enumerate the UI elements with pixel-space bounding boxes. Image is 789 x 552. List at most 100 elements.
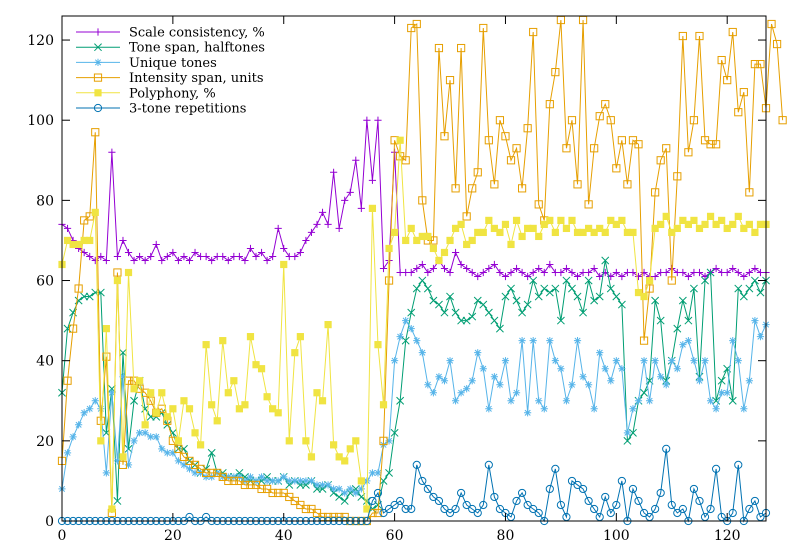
series-3-point-72 [457,389,465,397]
series-3-point-104 [634,397,643,405]
series-5-point-74 [468,236,476,245]
series-5-point-86 [535,232,543,241]
series-6-point-100 [612,500,621,510]
series-1-point-115 [695,268,704,277]
series-2-point-76 [479,300,488,309]
series-4-point-72 [457,43,466,53]
series-4-point-111 [673,172,682,181]
series-6-point-98 [601,492,610,502]
series-5-point-55 [363,505,371,513]
series-5-point-103 [629,228,637,237]
series-6-point-90 [556,500,565,510]
series-2-point-94 [579,308,588,317]
series-2-point-102 [623,436,632,445]
series-4-point-119 [717,55,726,65]
series-3-point-67 [429,389,438,397]
series-6-point-111 [673,508,682,518]
series-4-point-95 [584,200,593,209]
series-1-point-15 [141,256,149,265]
series-3-point-94 [579,373,587,381]
series-1-point-124 [745,268,753,277]
series-4-point-16 [146,396,155,405]
series-3-point-84 [524,409,532,417]
series-3-point-126 [756,333,765,341]
legend-marker-6 [93,103,103,113]
series-2-point-66 [423,284,432,293]
series-3-point-99 [607,377,615,385]
series-5-point-4 [80,236,88,245]
legend-marker-4 [93,73,103,82]
series-2-point-99 [606,284,615,293]
series-3-point-98 [601,365,609,373]
series-3-point-18 [158,445,166,453]
series-4-point-26 [202,468,211,478]
series-2-line [61,260,767,510]
series-3-point-74 [468,377,476,385]
series-6-point-118 [712,464,721,473]
series-4-point-80 [501,132,510,141]
series-5-point-116 [701,220,709,229]
series-3-point-60 [390,357,399,365]
series-3-point-111 [673,365,681,373]
series-3-point-8 [102,469,110,477]
series-3-point-66 [424,381,432,389]
series-4-point-105 [639,336,649,345]
series-3-point-123 [740,405,748,413]
series-4-point-3 [74,284,83,293]
series-2-point-77 [484,308,493,317]
series-3-point-75 [474,349,482,357]
series-1-point-58 [379,264,388,273]
series-4-point-33 [240,480,250,490]
series-6-point-99 [606,508,615,518]
series-1-point-18 [158,256,166,265]
series-4-point-6 [91,128,100,137]
series-3-point-109 [662,381,670,389]
series-2-point-51 [340,497,349,505]
series-4-point-125 [750,59,760,69]
series-1-point-101 [618,272,626,281]
series-1-point-120 [723,268,731,277]
axis-layer: 0 20 40 60 80 100 120 0 20 40 60 80 100 120 [27,15,767,544]
series-5-point-26 [202,341,210,349]
y-tick-label-120: 120 [27,33,54,49]
series-3-point-12 [124,461,133,469]
series-2-point-126 [756,288,765,297]
series-5-point-52 [346,445,354,453]
series-3-point-38 [269,477,277,485]
series-2-point-70 [446,292,454,301]
series-3-point-52 [346,485,354,493]
series-6-point-85 [529,504,538,514]
series-2-point-69 [440,308,449,317]
series-1-point-7 [97,252,105,261]
series-1-point-104 [634,272,643,281]
series-1-point-23 [185,256,194,265]
series-6-point-59 [384,504,394,514]
series-5-point-102 [623,228,632,237]
series-2-point-125 [750,276,759,285]
series-3-point-49 [330,485,338,493]
plot-frame [61,15,767,522]
series-5-point-59 [385,244,393,253]
series-4-point-89 [551,68,560,77]
series-2-point-91 [562,276,571,285]
series-5-point-65 [418,232,426,241]
series-5-point-76 [479,228,487,237]
series-4-point-11 [118,460,128,469]
legend: Scale consistency, %Tone span, halftones… [76,26,265,117]
series-5-point-81 [507,240,515,249]
series-4-point-104 [634,140,643,149]
series-6-point-96 [590,504,599,514]
series-3-point-70 [446,357,454,365]
series-2-point-46 [313,484,321,493]
series-5-point-21 [174,437,183,445]
series-3-point-42 [291,477,299,485]
series-5-point-1 [63,236,72,245]
series-2-point-71 [451,308,460,317]
series-3-point-46 [313,481,321,489]
series-5-point-39 [274,409,282,417]
series-3-point-89 [551,357,559,365]
series-2-point-74 [468,312,477,321]
series-2-point-65 [418,276,427,285]
series-1-point-95 [585,268,593,277]
